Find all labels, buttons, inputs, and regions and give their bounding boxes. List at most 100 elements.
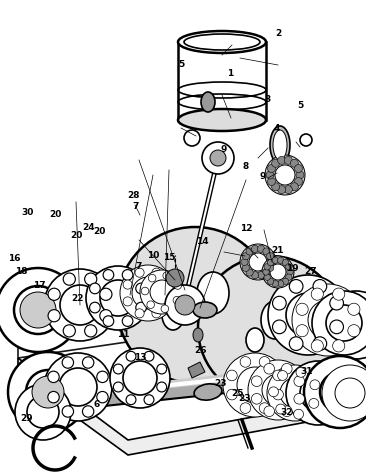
Text: 11: 11 bbox=[117, 331, 130, 339]
Circle shape bbox=[278, 370, 288, 380]
Circle shape bbox=[164, 297, 173, 306]
Ellipse shape bbox=[162, 300, 184, 330]
Circle shape bbox=[348, 303, 360, 315]
Circle shape bbox=[113, 364, 123, 374]
Circle shape bbox=[240, 357, 251, 367]
Circle shape bbox=[266, 264, 274, 271]
Circle shape bbox=[270, 264, 286, 280]
Circle shape bbox=[0, 268, 80, 352]
Text: 24: 24 bbox=[82, 223, 95, 231]
Circle shape bbox=[304, 356, 366, 428]
Text: 8: 8 bbox=[243, 162, 249, 171]
Circle shape bbox=[246, 248, 253, 255]
Circle shape bbox=[273, 296, 286, 310]
Circle shape bbox=[289, 279, 303, 293]
Circle shape bbox=[246, 269, 253, 276]
Text: 14: 14 bbox=[196, 237, 208, 246]
Circle shape bbox=[263, 248, 270, 255]
Circle shape bbox=[311, 340, 324, 352]
Circle shape bbox=[280, 378, 310, 408]
Circle shape bbox=[295, 178, 303, 186]
Circle shape bbox=[8, 352, 88, 432]
Circle shape bbox=[85, 325, 97, 337]
Circle shape bbox=[259, 357, 270, 367]
Circle shape bbox=[173, 296, 181, 304]
Circle shape bbox=[286, 293, 330, 337]
Circle shape bbox=[277, 257, 284, 264]
Circle shape bbox=[122, 270, 133, 280]
Circle shape bbox=[122, 316, 133, 326]
Circle shape bbox=[267, 365, 323, 421]
Circle shape bbox=[136, 302, 146, 313]
Circle shape bbox=[240, 403, 251, 413]
Circle shape bbox=[268, 178, 276, 186]
Circle shape bbox=[237, 367, 273, 403]
Circle shape bbox=[227, 389, 237, 400]
Circle shape bbox=[273, 320, 286, 334]
Text: 9: 9 bbox=[220, 145, 227, 154]
Circle shape bbox=[287, 269, 293, 275]
Circle shape bbox=[264, 406, 274, 417]
Circle shape bbox=[62, 357, 74, 368]
Circle shape bbox=[26, 370, 70, 414]
Circle shape bbox=[174, 282, 182, 289]
Ellipse shape bbox=[184, 34, 260, 50]
Text: 20: 20 bbox=[49, 210, 62, 219]
Text: 22: 22 bbox=[71, 294, 84, 303]
Circle shape bbox=[267, 259, 274, 266]
Circle shape bbox=[82, 357, 94, 368]
Circle shape bbox=[110, 348, 170, 408]
Circle shape bbox=[276, 404, 285, 414]
Polygon shape bbox=[188, 362, 205, 378]
Circle shape bbox=[265, 155, 305, 195]
Circle shape bbox=[117, 227, 273, 383]
Circle shape bbox=[144, 395, 154, 405]
Text: 18: 18 bbox=[15, 267, 27, 276]
Circle shape bbox=[267, 278, 274, 285]
Circle shape bbox=[348, 324, 360, 337]
Ellipse shape bbox=[178, 31, 266, 53]
Circle shape bbox=[264, 264, 270, 270]
Ellipse shape bbox=[270, 126, 290, 164]
Circle shape bbox=[103, 270, 114, 280]
Text: 1: 1 bbox=[227, 69, 234, 78]
Circle shape bbox=[100, 280, 136, 316]
Circle shape bbox=[294, 393, 305, 404]
Text: 7: 7 bbox=[132, 202, 139, 211]
Circle shape bbox=[322, 365, 366, 421]
Circle shape bbox=[264, 274, 270, 280]
Ellipse shape bbox=[178, 109, 266, 131]
Text: 6: 6 bbox=[94, 400, 100, 409]
Circle shape bbox=[251, 245, 259, 252]
Circle shape bbox=[123, 297, 132, 306]
Circle shape bbox=[308, 300, 348, 340]
Text: 12: 12 bbox=[240, 225, 252, 233]
Text: 30: 30 bbox=[21, 209, 34, 217]
Circle shape bbox=[165, 285, 205, 325]
Circle shape bbox=[309, 399, 319, 408]
Circle shape bbox=[175, 295, 195, 315]
Circle shape bbox=[135, 309, 144, 318]
Circle shape bbox=[60, 285, 100, 325]
Circle shape bbox=[273, 389, 283, 400]
Circle shape bbox=[20, 292, 56, 328]
Circle shape bbox=[97, 371, 108, 382]
Circle shape bbox=[157, 364, 167, 374]
Circle shape bbox=[272, 257, 279, 264]
Circle shape bbox=[284, 186, 292, 194]
Circle shape bbox=[277, 281, 284, 287]
Text: 15: 15 bbox=[163, 253, 175, 262]
Circle shape bbox=[333, 340, 345, 352]
Text: 32: 32 bbox=[280, 408, 292, 417]
Circle shape bbox=[289, 337, 303, 351]
Text: 26: 26 bbox=[194, 346, 207, 355]
Circle shape bbox=[223, 353, 287, 417]
Text: 4: 4 bbox=[273, 124, 280, 133]
Circle shape bbox=[44, 269, 116, 341]
Circle shape bbox=[296, 324, 308, 337]
Circle shape bbox=[262, 256, 294, 288]
Ellipse shape bbox=[246, 328, 264, 352]
Circle shape bbox=[266, 171, 274, 179]
Circle shape bbox=[251, 376, 262, 387]
Circle shape bbox=[63, 273, 75, 285]
